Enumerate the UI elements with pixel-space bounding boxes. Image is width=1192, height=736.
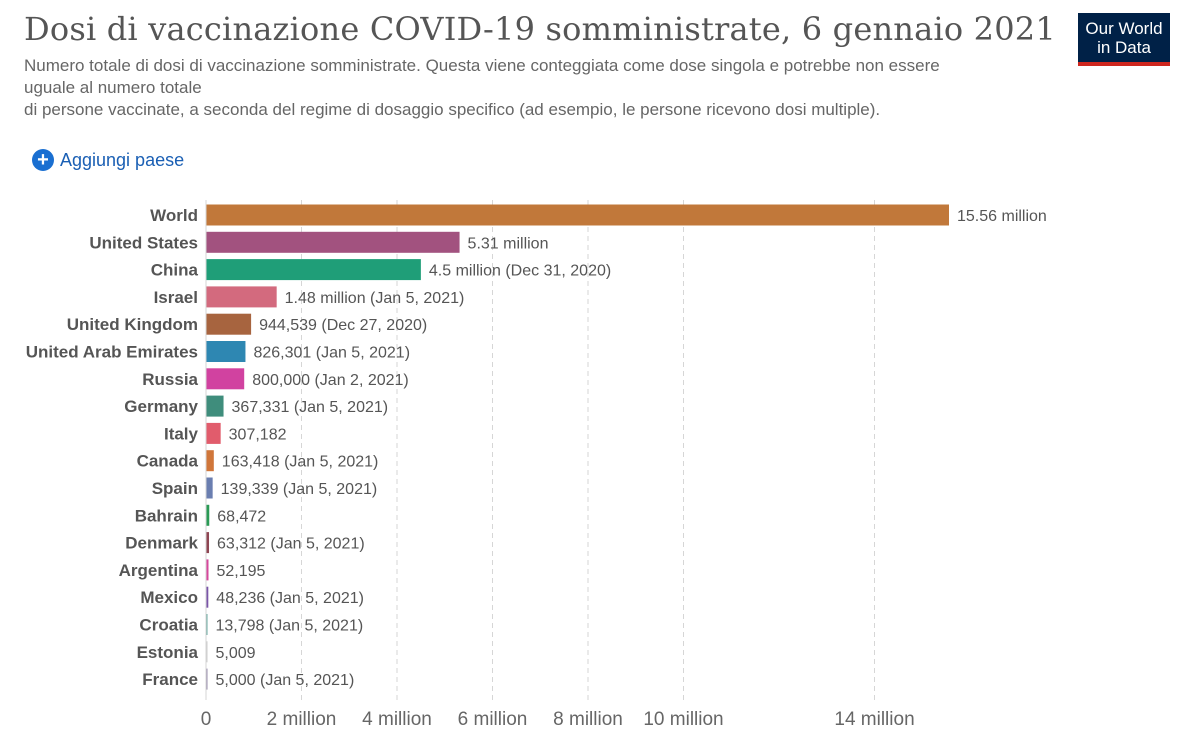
category-label: France (142, 670, 198, 689)
category-label: United States (89, 233, 198, 252)
bar (206, 668, 208, 690)
value-label: 307,182 (229, 426, 287, 443)
value-label: 5,000 (Jan 5, 2021) (216, 672, 355, 689)
value-label: 63,312 (Jan 5, 2021) (217, 536, 365, 553)
bar (206, 477, 213, 499)
category-label: Argentina (119, 561, 199, 580)
value-label: 5.31 million (468, 235, 549, 252)
logo-line-1: Our World (1085, 19, 1163, 38)
x-tick-label: 2 million (267, 709, 337, 730)
category-label: Denmark (125, 534, 198, 553)
bar (206, 259, 421, 281)
value-label: 52,195 (216, 563, 265, 580)
bar (206, 504, 210, 526)
category-label: United Kingdom (67, 315, 198, 334)
value-label: 367,331 (Jan 5, 2021) (232, 399, 389, 416)
value-label: 13,798 (Jan 5, 2021) (216, 618, 364, 635)
value-label: 1.48 million (Jan 5, 2021) (285, 290, 465, 307)
x-tick-label: 6 million (458, 709, 528, 730)
subtitle-line-3: di persone vaccinate, a seconda del regi… (24, 100, 881, 119)
subtitle-line-2: uguale al numero totale (24, 78, 202, 97)
bar (206, 532, 210, 554)
x-tick-label: 4 million (362, 709, 432, 730)
bar (206, 231, 460, 253)
owid-logo[interactable]: Our World in Data (1078, 13, 1170, 66)
category-label: Russia (142, 370, 198, 389)
x-tick-label: 8 million (553, 709, 623, 730)
bar (206, 341, 246, 362)
category-label: Israel (154, 288, 198, 307)
bar (206, 313, 252, 335)
value-label: 139,339 (Jan 5, 2021) (221, 481, 378, 498)
category-label: Bahrain (135, 506, 198, 525)
category-label: Spain (152, 479, 198, 498)
bar (206, 286, 277, 308)
plus-circle-icon: + (32, 149, 54, 171)
category-label: China (151, 261, 199, 280)
bar (206, 641, 208, 663)
value-label: 826,301 (Jan 5, 2021) (253, 345, 410, 362)
category-label: Mexico (140, 588, 198, 607)
bar (206, 395, 224, 417)
category-label: World (150, 206, 198, 225)
add-country-button[interactable]: + Aggiungi paese (32, 149, 184, 171)
logo-line-2: in Data (1097, 38, 1151, 57)
subtitle-line-1: Numero totale di dosi di vaccinazione so… (24, 56, 940, 75)
bar (206, 450, 214, 472)
category-label: Canada (137, 452, 199, 471)
bar (206, 614, 208, 635)
value-label: 5,009 (216, 645, 256, 662)
category-label: Croatia (139, 616, 198, 635)
add-country-label: Aggiungi paese (60, 149, 185, 170)
bar (206, 422, 221, 444)
category-label: Italy (164, 424, 199, 443)
x-tick-label: 10 million (643, 709, 723, 730)
value-label: 944,539 (Dec 27, 2020) (259, 317, 427, 334)
bar (206, 368, 245, 390)
category-label: United Arab Emirates (26, 343, 198, 362)
category-label: Germany (124, 397, 198, 416)
value-label: 800,000 (Jan 2, 2021) (252, 372, 409, 389)
bar (206, 586, 209, 608)
bar (206, 559, 209, 581)
chart-title: Dosi di vaccinazione COVID-19 somministr… (24, 10, 1056, 48)
value-label: 48,236 (Jan 5, 2021) (216, 590, 364, 607)
value-label: 15.56 million (957, 208, 1047, 225)
value-label: 4.5 million (Dec 31, 2020) (429, 263, 611, 280)
value-label: 68,472 (217, 508, 266, 525)
x-tick-label: 14 million (834, 709, 914, 730)
value-label: 163,418 (Jan 5, 2021) (222, 454, 379, 471)
chart-subtitle: Numero totale di dosi di vaccinazione so… (24, 55, 1054, 121)
category-label: Estonia (137, 643, 199, 662)
bar (206, 204, 949, 226)
x-tick-label: 0 (201, 709, 212, 730)
